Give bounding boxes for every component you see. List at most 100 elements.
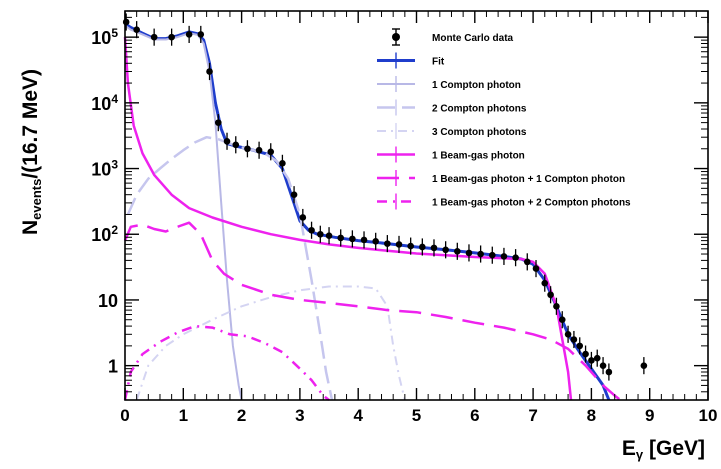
series-line-1-beam-gas-photon-1-compton-photon (123, 221, 622, 401)
data-point-marker (547, 291, 554, 299)
data-point (419, 238, 426, 256)
data-point (541, 274, 549, 292)
data-point-marker (150, 33, 158, 41)
data-point (279, 154, 286, 172)
y-axis-title-main: N (19, 220, 42, 235)
data-point-marker (360, 236, 368, 244)
data-point-marker (419, 243, 426, 251)
data-point (576, 337, 584, 355)
data-point (150, 28, 158, 46)
data-point (197, 25, 205, 43)
data-point-marker (290, 191, 298, 198)
data-point-marker (206, 68, 213, 75)
data-point-marker (564, 330, 572, 338)
data-point (223, 132, 231, 150)
x-tick-label: 6 (470, 406, 479, 425)
legend-entry-3-compton-photons: 3 Compton photons (377, 123, 527, 139)
data-point-marker (255, 146, 263, 154)
legend-label: 1 Compton photon (432, 80, 521, 91)
data-point-marker (325, 232, 333, 240)
series-line-1-beam-gas-photon-2-compton-photons (123, 324, 330, 401)
data-point (214, 114, 222, 132)
data-point-marker (133, 26, 140, 33)
data-point (232, 136, 240, 154)
data-point (588, 351, 595, 370)
data-point-marker (122, 18, 130, 26)
data-point-marker (512, 254, 519, 261)
data-point-marker (588, 357, 595, 364)
legend-label: 3 Compton photons (432, 127, 527, 138)
data-point (133, 21, 140, 39)
x-axis-title-sub: γ (636, 447, 644, 462)
legend-label: 2 Compton photons (432, 104, 527, 115)
data-point-marker (279, 160, 286, 167)
x-tick-label: 3 (295, 406, 304, 425)
data-point-marker (317, 230, 324, 238)
data-point (465, 244, 473, 262)
data-point-marker (465, 249, 473, 257)
data-point (547, 286, 554, 304)
data-point (488, 246, 496, 264)
data-point-marker (532, 265, 540, 272)
data-point (640, 357, 648, 375)
data-point (570, 330, 578, 349)
x-tick-label: 5 (412, 406, 421, 425)
data-point (185, 25, 193, 43)
data-point-marker (349, 235, 356, 243)
data-point (299, 208, 307, 227)
legend: Monte Carlo data Fit 1 Compton photon 2 Com… (377, 28, 631, 210)
data-point (308, 221, 315, 239)
data-point-marker (541, 279, 549, 287)
data-point-marker (553, 303, 560, 310)
legend-entry-1-beam-gas-photon-1-compton-photon: 1 Beam-gas photon + 1 Compton photon (377, 170, 625, 186)
data-point-marker (599, 362, 607, 369)
y-tick-label: 102 (91, 223, 118, 245)
data-point-marker (477, 250, 484, 258)
data-point-marker (407, 242, 414, 250)
y-tick-label: 10 (98, 291, 118, 311)
y-tick-label: 105 (91, 26, 118, 48)
legend-label: 1 Beam-gas photon + 1 Compton photon (432, 174, 625, 185)
data-point-marker (593, 354, 601, 362)
data-point-marker (372, 238, 379, 245)
data-point-marker (267, 148, 275, 156)
data-point (558, 311, 566, 329)
series-line-1-beam-gas-photon (123, 37, 573, 401)
data-point-marker (223, 137, 231, 145)
data-point-marker (454, 248, 461, 255)
y-axis-title-unit: /(16.7 MeV) (19, 69, 42, 179)
data-point (317, 225, 324, 243)
data-point (532, 260, 540, 278)
x-tick-label: 0 (120, 406, 129, 425)
data-point-marker (523, 258, 531, 266)
series-layer (123, 22, 622, 401)
data-point (290, 186, 298, 204)
y-tick-label: 103 (91, 158, 118, 180)
data-point (582, 345, 589, 363)
y-axis-title: Nevents/(16.7 MeV) (19, 69, 44, 235)
x-tick-label: 8 (587, 406, 596, 425)
data-point-marker (576, 342, 584, 350)
data-point-marker (558, 316, 566, 324)
data-point (512, 249, 519, 267)
data-point-marker (244, 145, 251, 153)
x-tick-label: 7 (528, 406, 537, 425)
data-point-marker (500, 253, 508, 260)
data-point-marker (395, 241, 403, 248)
x-tick-label: 10 (699, 406, 718, 425)
data-point (477, 245, 484, 263)
legend-entry-2-compton-photons: 2 Compton photons (377, 99, 527, 116)
x-axis-title-main: E (622, 437, 636, 460)
data-point-marker (605, 368, 613, 376)
data-point-marker (299, 214, 307, 221)
data-point-marker (197, 31, 205, 38)
data-point-marker (430, 244, 438, 252)
data-point-marker (308, 226, 315, 234)
data-point-marker (384, 240, 391, 247)
legend-label: Monte Carlo data (432, 33, 514, 44)
axis-ticks-layer: 0 1 2 3 4 5 6 7 8 9 10 1 10 102 103 104 105 (91, 11, 717, 425)
data-point (442, 241, 449, 259)
data-point (168, 28, 175, 46)
data-point-marker (232, 141, 240, 149)
